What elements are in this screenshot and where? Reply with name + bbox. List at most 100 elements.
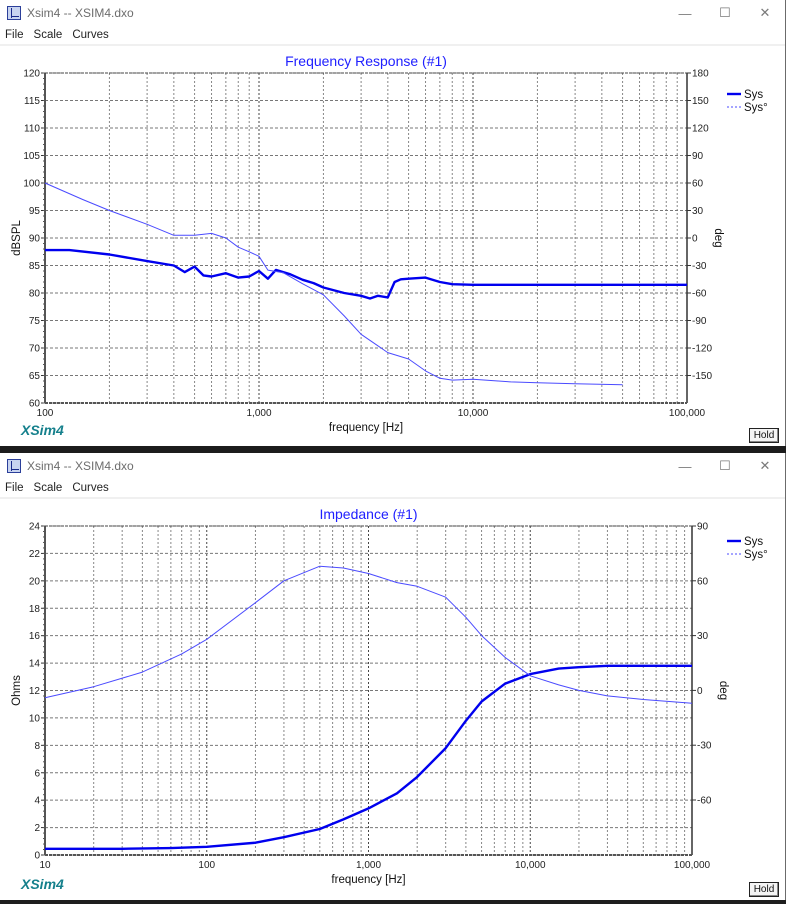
- y2-axis-label: deg: [717, 681, 729, 700]
- y-axis-label: Ohms: [11, 675, 23, 706]
- x-tick-label: 1,000: [246, 408, 271, 419]
- y2-tick-label: 30: [692, 206, 704, 217]
- y2-tick-label: 90: [692, 151, 704, 162]
- title-bar[interactable]: Xsim4 -- XSIM4.dxo — ☐ ✕: [0, 0, 785, 26]
- magnitude-curve: [45, 248, 687, 300]
- window-title: Xsim4 -- XSIM4.dxo: [27, 459, 134, 473]
- x-tick-label: 100: [37, 408, 54, 419]
- y-tick-label: 115: [24, 96, 40, 107]
- y2-tick-label: 150: [692, 96, 709, 107]
- y2-tick-label: 0: [692, 234, 698, 245]
- legend-sys-phase: Sys°: [744, 102, 768, 114]
- menu-curves[interactable]: Curves: [72, 29, 109, 41]
- frequency-response-plot[interactable]: 60 65 70 75 80 85 90 95 100 105 110 115 120 -150 -120 -…: [0, 46, 785, 446]
- frequency-response-chart: 60 65 70 75 80 85 90 95 100 105 110 115 120 -150 -120 -…: [0, 46, 785, 451]
- menu-curves[interactable]: Curves: [72, 482, 109, 494]
- x-tick-label: 10,000: [515, 860, 546, 871]
- y2-tick-label: -60: [697, 796, 712, 807]
- y2-tick-label: 120: [692, 124, 709, 135]
- y-tick-label: 18: [29, 604, 41, 615]
- menu-scale[interactable]: Scale: [33, 29, 63, 41]
- y-tick-label: 4: [34, 796, 40, 807]
- x-axis-label: frequency [Hz]: [331, 874, 405, 886]
- grid: 60 65 70 75 80 85 90 95 100 105 110 115 120 -150 -120 -…: [23, 69, 712, 420]
- y-tick-label: 65: [29, 371, 41, 382]
- y-tick-label: 60: [29, 399, 41, 410]
- minimize-button[interactable]: —: [678, 458, 692, 474]
- impedance-window: Xsim4 -- XSIM4.dxo — ☐ ✕ File Scale Curv…: [0, 453, 786, 900]
- y2-tick-label: 90: [697, 522, 709, 533]
- y2-tick-label: -30: [692, 261, 707, 272]
- maximize-button[interactable]: ☐: [719, 5, 731, 20]
- minimize-button[interactable]: —: [678, 5, 692, 21]
- x-tick-label: 10,000: [458, 408, 489, 419]
- y-tick-label: 80: [29, 289, 41, 300]
- y-tick-label: 6: [34, 768, 40, 779]
- phase-curve: [44, 565, 693, 704]
- menu-scale[interactable]: Scale: [33, 482, 63, 494]
- y2-tick-label: -120: [692, 344, 712, 355]
- y-tick-label: 70: [29, 344, 41, 355]
- legend-sys: Sys: [744, 89, 763, 101]
- y-tick-label: 22: [29, 549, 41, 560]
- y2-tick-label: 60: [692, 179, 704, 190]
- y-tick-label: 75: [29, 316, 41, 327]
- menu-file[interactable]: File: [5, 29, 24, 41]
- window-separator: [0, 446, 786, 453]
- impedance-chart: 0 2 4 6 8 10 12 14 16 18 20 22 24 -60 -30 0 30 60 90 10 100 1…: [0, 499, 785, 904]
- hold-button[interactable]: Hold: [749, 882, 779, 897]
- y2-tick-label: 60: [697, 576, 709, 587]
- y-tick-label: 8: [34, 741, 40, 752]
- y-axis-label: dBSPL: [11, 219, 23, 255]
- x-tick-label: 100,000: [674, 860, 711, 871]
- y-tick-label: 20: [29, 576, 41, 587]
- y2-tick-label: -90: [692, 316, 707, 327]
- y-tick-label: 10: [29, 713, 41, 724]
- y-tick-label: 14: [29, 659, 41, 670]
- legend-sys: Sys: [744, 536, 763, 548]
- y-tick-label: 2: [34, 823, 40, 834]
- y2-tick-label: 180: [692, 69, 709, 80]
- legend-sys-phase: Sys°: [744, 549, 768, 561]
- y-tick-label: 85: [29, 261, 41, 272]
- y-tick-label: 0: [34, 851, 40, 862]
- x-tick-label: 100,000: [669, 408, 706, 419]
- y2-tick-label: -150: [692, 371, 712, 382]
- menu-file[interactable]: File: [5, 482, 24, 494]
- xsim4-logo: XSim4: [21, 422, 64, 438]
- hold-button[interactable]: Hold: [749, 428, 779, 443]
- y2-tick-label: -60: [692, 289, 707, 300]
- y-tick-label: 24: [29, 522, 41, 533]
- y-tick-label: 16: [29, 631, 41, 642]
- frequency-response-window: Xsim4 -- XSIM4.dxo — ☐ ✕ File Scale Curv…: [0, 0, 786, 446]
- y-tick-label: 12: [29, 686, 41, 697]
- y2-tick-label: 30: [697, 631, 709, 642]
- x-tick-label: 10: [39, 860, 51, 871]
- x-axis-label: frequency [Hz]: [329, 422, 403, 434]
- phase-curve: [44, 182, 623, 386]
- app-icon: [7, 459, 21, 473]
- y2-tick-label: -30: [697, 741, 712, 752]
- x-tick-label: 1,000: [356, 860, 381, 871]
- y2-tick-label: 0: [697, 686, 703, 697]
- y-tick-label: 95: [29, 206, 41, 217]
- close-button[interactable]: ✕: [759, 5, 771, 20]
- chart-title: Frequency Response (#1): [285, 53, 447, 69]
- app-icon: [7, 6, 21, 20]
- y-tick-label: 105: [23, 151, 40, 162]
- title-bar[interactable]: Xsim4 -- XSIM4.dxo — ☐ ✕: [0, 453, 785, 479]
- y2-axis-label: deg: [712, 228, 724, 247]
- chart-title: Impedance (#1): [319, 506, 417, 522]
- maximize-button[interactable]: ☐: [719, 458, 731, 473]
- y-tick-label: 110: [24, 124, 40, 135]
- xsim4-logo: XSim4: [21, 876, 64, 892]
- menu-bar: File Scale Curves: [0, 26, 785, 46]
- magnitude-curve: [45, 664, 692, 850]
- x-tick-label: 100: [198, 860, 215, 871]
- close-button[interactable]: ✕: [759, 458, 771, 473]
- window-title: Xsim4 -- XSIM4.dxo: [27, 6, 134, 20]
- y-tick-label: 120: [23, 69, 40, 80]
